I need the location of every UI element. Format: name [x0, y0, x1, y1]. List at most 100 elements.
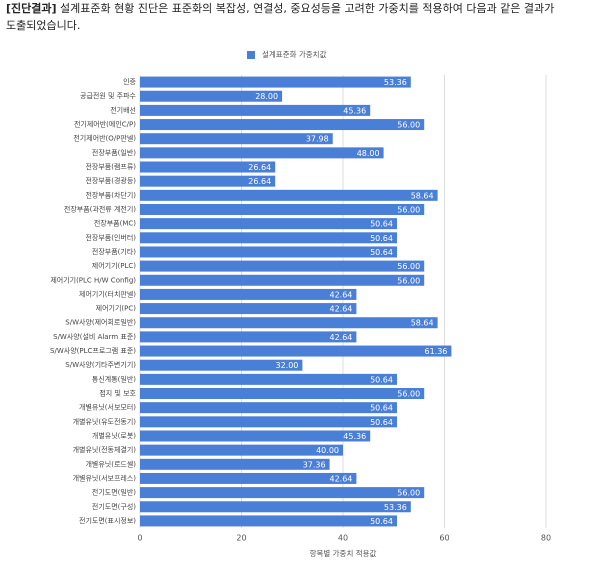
value-label: 56.00 [397, 276, 420, 285]
value-label: 37.98 [306, 135, 329, 144]
bar [140, 90, 283, 102]
y-tick-label: 전장부품(경광등) [85, 176, 136, 185]
header-text: 설계표준화 현황 진단은 표준화의 복잡성, 연결성, 중요성등을 고려한 가중… [60, 2, 555, 15]
value-label: 56.00 [397, 489, 420, 498]
bar [140, 388, 425, 400]
bar [140, 189, 438, 201]
x-tick-label: 40 [338, 534, 348, 543]
bar [140, 232, 397, 244]
y-tick-label: 개별유닛(로드셀) [85, 459, 136, 468]
bar [140, 76, 411, 88]
y-tick-label: 전장부품(차단기) [85, 190, 136, 199]
y-tick-label: 제어기기(PLC) [92, 261, 136, 270]
x-tick-label: 20 [236, 534, 246, 543]
bar [140, 147, 384, 159]
x-tick-label: 80 [541, 534, 551, 543]
bar [140, 119, 425, 131]
bar [140, 175, 276, 187]
y-tick-label: 전장부품(기타) [92, 247, 136, 256]
bar [140, 402, 397, 414]
bar [140, 416, 397, 428]
y-tick-label: 전기도면(구성) [92, 502, 136, 511]
value-label: 50.64 [370, 248, 393, 257]
y-tick-label: 전기제어반(메인C/P) [74, 120, 136, 129]
value-label: 53.36 [384, 503, 407, 512]
value-label: 50.64 [370, 418, 393, 427]
bar [140, 303, 357, 315]
legend-swatch [247, 51, 255, 59]
bar [140, 472, 357, 484]
bar [140, 345, 452, 357]
y-tick-label: 개별유닛(로봇) [92, 431, 136, 440]
y-tick-label: 전장부품(MC) [94, 219, 136, 228]
value-label: 42.64 [329, 474, 352, 483]
value-label: 56.00 [397, 205, 420, 214]
y-tick-label: 공급전원 및 주파수 [80, 91, 137, 100]
bar [140, 373, 397, 385]
bar [140, 515, 397, 527]
y-tick-label: S/W사양(제어회로일반) [65, 318, 136, 327]
y-tick-label: 전기도면(일반) [92, 488, 136, 497]
y-tick-label: 개별유닛(전동체결기) [73, 445, 137, 454]
bar [140, 331, 357, 343]
bar [140, 288, 357, 300]
value-label: 50.64 [370, 404, 393, 413]
y-tick-label: 개별유닛(서보모터) [79, 403, 136, 412]
y-tick-label: 제어기기(터치판넬) [79, 289, 136, 298]
y-tick-label: 전장부품(램프류) [85, 162, 136, 171]
value-label: 42.64 [329, 305, 352, 314]
y-tick-label: 개별유닛(서보프레스) [73, 473, 137, 482]
value-label: 56.00 [397, 262, 420, 271]
header-lead: [진단결과] [6, 2, 57, 15]
x-axis-title: 항목별 가중치 적용값 [310, 548, 377, 558]
value-label: 40.00 [316, 446, 339, 455]
value-label: 50.64 [370, 517, 393, 526]
bar [140, 430, 371, 442]
y-tick-label: S/W사양(기타주변기기) [65, 360, 136, 369]
bar [140, 161, 276, 173]
bar [140, 133, 333, 145]
y-tick-label: 접지 및 보호 [99, 389, 136, 398]
y-tick-label: 제어기기(PC) [96, 304, 137, 313]
bar [140, 317, 438, 329]
y-tick-label: 전기제어반(O/P판넬) [73, 134, 136, 143]
y-tick-label: 제어기기(PLC H/W Config) [50, 275, 136, 284]
value-label: 50.64 [370, 234, 393, 243]
bar [140, 444, 343, 456]
value-label: 42.64 [329, 290, 352, 299]
value-label: 26.64 [248, 163, 271, 172]
bar [140, 274, 425, 286]
y-tick-label: 전장부품(인버터) [85, 233, 136, 242]
y-tick-label: 통신계통(일반) [92, 374, 136, 383]
y-tick-label: 개별유닛(유도전동기) [73, 417, 137, 426]
bar [140, 218, 397, 230]
y-tick-label: S/W사양(PLC프로그램 표준) [50, 346, 136, 355]
bar [140, 260, 425, 272]
y-tick-label: 전장부품(과전류 계전기) [64, 204, 136, 213]
value-label: 26.64 [248, 177, 271, 186]
value-label: 42.64 [329, 333, 352, 342]
bar [140, 104, 371, 116]
header-line: [진단결과] 설계표준화 현황 진단은 표준화의 복잡성, 연결성, 중요성등을… [6, 0, 554, 16]
value-label: 58.64 [411, 319, 434, 328]
value-label: 45.36 [343, 432, 366, 441]
bar [140, 203, 425, 215]
value-label: 45.36 [343, 106, 366, 115]
bar [140, 501, 411, 513]
value-label: 50.64 [370, 375, 393, 384]
bar [140, 487, 425, 499]
value-label: 50.64 [370, 220, 393, 229]
value-label: 28.00 [255, 92, 278, 101]
value-label: 56.00 [397, 390, 420, 399]
x-tick-label: 60 [439, 534, 449, 543]
header-line: 도출되었습니다. [6, 19, 81, 32]
bar [140, 359, 303, 371]
bar [140, 458, 330, 470]
y-tick-label: S/W사양(설비 Alarm 표준) [53, 332, 136, 341]
y-tick-label: 전장부품(일반) [92, 148, 136, 157]
y-tick-label: 전기도면(표시정보) [79, 516, 136, 525]
value-label: 61.36 [424, 347, 447, 356]
y-tick-label: 인증 [123, 77, 136, 86]
